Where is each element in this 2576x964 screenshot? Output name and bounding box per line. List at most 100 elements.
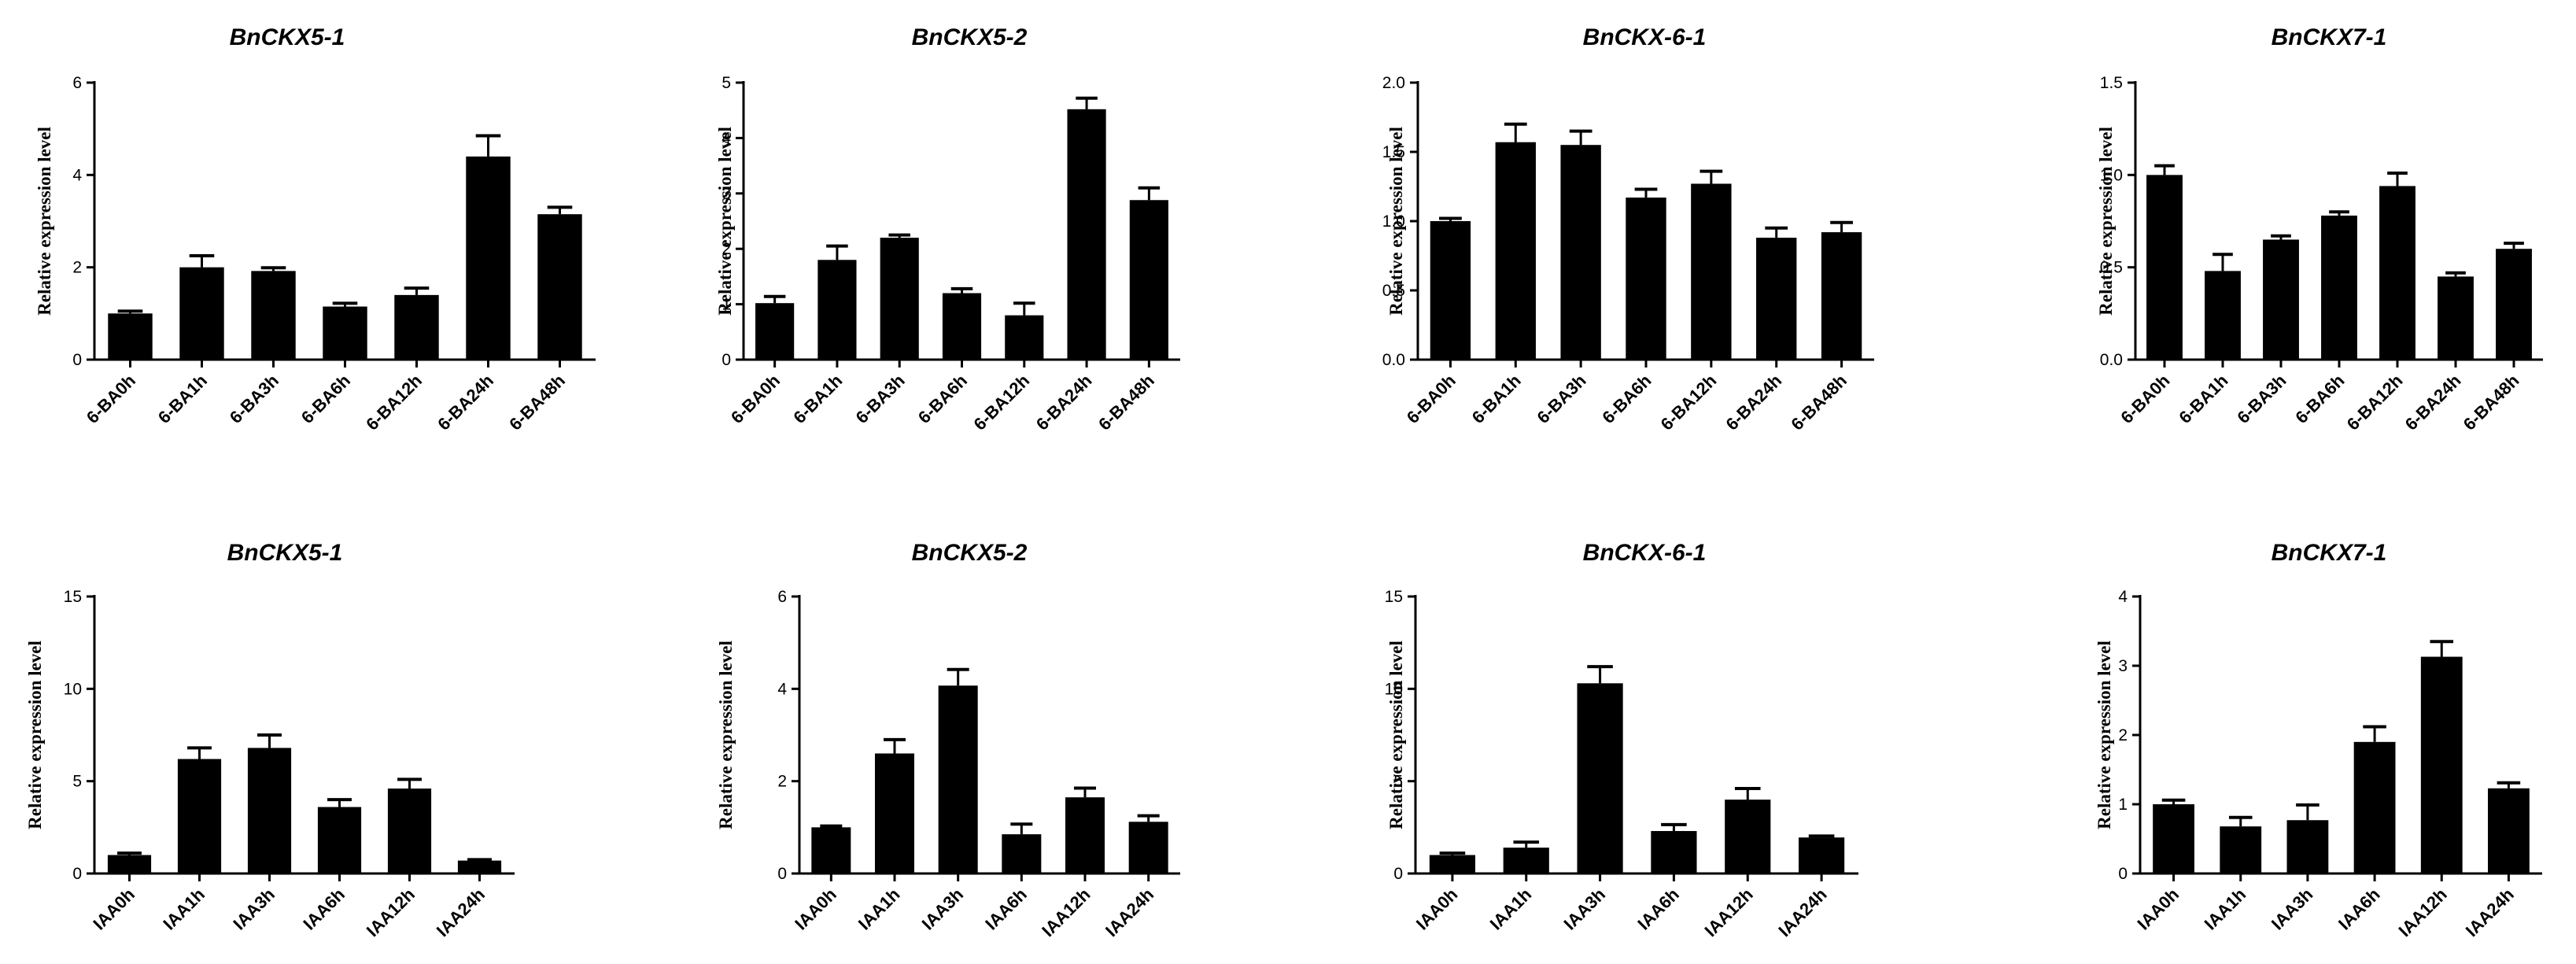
bar	[179, 267, 224, 360]
y-axis-label: Relative expression level	[2094, 641, 2114, 829]
category-label: IAA1h	[1486, 885, 1536, 934]
y-axis-label: Relative expression level	[35, 127, 54, 316]
bar	[537, 214, 582, 360]
category-label: 6-BA1h	[154, 371, 211, 427]
chart-panel-1: BnCKX5-1 Relative expression level 0 2 4 6 6-B…	[35, 24, 596, 434]
bar	[2263, 239, 2299, 360]
y-tick-label: 1	[2118, 796, 2128, 814]
bar	[107, 855, 152, 874]
category-label: 6-BA24h	[1722, 371, 1785, 434]
category-label: 6-BA0h	[727, 371, 784, 427]
bar	[2205, 271, 2241, 360]
chart-title: BnCKX7-1	[2272, 24, 2387, 50]
bar	[1756, 238, 1797, 360]
bar	[317, 807, 362, 874]
bar	[1725, 800, 1771, 874]
bar	[1821, 232, 1862, 360]
chart-panel-4: BnCKX7-1 Relative expression level 0.0 0.5 1…	[2096, 24, 2543, 434]
y-axis-label: Relative expression level	[25, 641, 45, 829]
category-label: 6-BA12h	[970, 371, 1034, 434]
bar	[2353, 741, 2396, 874]
bar	[1005, 315, 1044, 360]
y-axis-label: Relative expression level	[716, 641, 736, 829]
category-label: IAA24h	[433, 885, 489, 940]
bar	[1691, 183, 1732, 360]
category-label: 6-BA1h	[2175, 371, 2231, 427]
category-label: 6-BA6h	[914, 371, 971, 427]
y-tick-label: 4	[72, 166, 82, 184]
category-label: IAA12h	[1701, 885, 1757, 940]
chart-title: BnCKX7-1	[2272, 540, 2387, 566]
category-label: 6-BA0h	[83, 371, 139, 427]
y-tick-label: 2	[2118, 726, 2128, 744]
bar	[247, 748, 292, 874]
category-label: 6-BA6h	[1598, 371, 1655, 427]
category-label: 6-BA3h	[852, 371, 909, 427]
chart-panel-6: BnCKX5-2 Relative expression level 0 2 4 6 IAA…	[716, 540, 1180, 940]
category-label: IAA24h	[1774, 885, 1830, 940]
y-tick-label: 0.0	[1382, 351, 1405, 369]
bar	[1495, 142, 1536, 360]
category-label: IAA1h	[854, 885, 904, 934]
bar	[2420, 656, 2463, 874]
y-tick-label: 5	[722, 74, 731, 92]
bar	[2146, 175, 2183, 360]
y-tick-label: 4	[722, 129, 731, 147]
bar	[755, 303, 795, 360]
y-tick-label: 0.5	[2100, 259, 2123, 277]
bar	[2488, 788, 2530, 874]
bar	[2321, 215, 2357, 360]
y-tick-label: 5	[1393, 773, 1403, 791]
category-label: 6-BA6h	[2291, 371, 2348, 427]
category-label: 6-BA3h	[1533, 371, 1590, 427]
category-label: 6-BA1h	[1468, 371, 1525, 427]
category-label: 6-BA3h	[2233, 371, 2290, 427]
category-label: 6-BA1h	[789, 371, 846, 427]
bar	[1626, 198, 1666, 360]
bar	[1067, 109, 1106, 360]
y-tick-label: 0	[72, 865, 82, 883]
chart-title: BnCKX5-1	[227, 540, 343, 566]
bar	[1577, 683, 1623, 874]
bar	[466, 156, 511, 360]
category-label: IAA12h	[363, 885, 419, 940]
y-axis-label: Relative expression level	[1386, 641, 1406, 829]
category-label: IAA12h	[1038, 885, 1094, 940]
category-label: IAA3h	[2268, 885, 2317, 934]
category-label: IAA6h	[981, 885, 1031, 934]
bar	[1128, 822, 1168, 874]
category-label: IAA3h	[1559, 885, 1609, 934]
category-label: IAA24h	[1102, 885, 1157, 940]
y-tick-label: 6	[72, 74, 82, 92]
chart-panel-5: BnCKX5-1 Relative expression level 0 5 10 15 I…	[25, 540, 515, 940]
category-label: IAA6h	[2334, 885, 2384, 934]
bar	[1651, 831, 1697, 874]
y-tick-label: 2.0	[1382, 74, 1405, 92]
bar	[2379, 186, 2415, 360]
bar	[1129, 200, 1168, 360]
category-label: 6-BA3h	[226, 371, 282, 427]
y-tick-label: 5	[72, 773, 82, 791]
y-tick-label: 1	[722, 296, 731, 314]
bar	[2153, 804, 2194, 874]
y-tick-label: 10	[64, 680, 82, 698]
y-tick-label: 0.5	[1382, 282, 1405, 300]
y-tick-label: 0	[722, 351, 731, 369]
y-tick-label: 1.0	[1382, 212, 1405, 231]
y-tick-label: 4	[777, 680, 787, 698]
category-label: 6-BA12h	[362, 371, 426, 434]
category-label: IAA3h	[229, 885, 279, 934]
y-tick-label: 10	[1385, 680, 1403, 698]
category-label: 6-BA0h	[1403, 371, 1460, 427]
y-tick-label: 0	[777, 865, 787, 883]
chart-title: BnCKX5-1	[230, 24, 345, 50]
category-label: IAA1h	[2201, 885, 2250, 934]
y-tick-label: 0.0	[2100, 351, 2123, 369]
chart-title: BnCKX5-2	[912, 540, 1028, 566]
category-label: 6-BA24h	[1032, 371, 1096, 434]
chart-panel-2: BnCKX5-2 Relative expression level 0 1 2 3 4 5 6…	[715, 24, 1180, 434]
y-tick-label: 1.5	[2100, 74, 2123, 92]
y-tick-label: 3	[2118, 657, 2128, 675]
category-label: IAA6h	[1633, 885, 1683, 934]
